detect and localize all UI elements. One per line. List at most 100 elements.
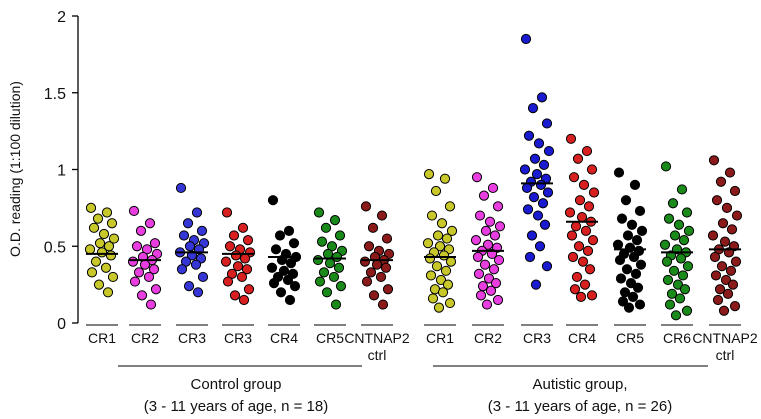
data-point [144,218,156,229]
data-point [175,182,187,194]
data-point [478,190,490,201]
category-label: CNTNAP2 [344,330,410,346]
y-tick-label: 2 [57,9,66,26]
category-label: CR5 [616,330,644,346]
data-point [582,245,594,256]
data-marks [84,33,743,321]
data-point [367,222,379,233]
data-point [94,238,106,249]
data-point [330,299,342,310]
data-point [527,103,539,114]
data-point [526,230,538,241]
data-point [220,256,232,267]
data-point [439,173,451,184]
category-label: CR3 [523,330,551,346]
data-point [474,210,486,221]
data-point [442,279,454,290]
data-point [628,251,640,263]
data-point [434,241,446,252]
category-label: CR6 [663,330,691,346]
data-point [312,254,324,266]
data-point [584,264,596,275]
data-point [328,271,340,283]
data-point [660,161,672,172]
data-point [616,213,628,224]
data-point [100,262,112,273]
data-point [230,250,242,261]
data-point [613,167,625,178]
data-point [721,202,733,213]
y-tick-label: 1 [57,163,66,180]
data-point [437,287,449,298]
data-point [485,285,497,296]
data-point [718,305,730,316]
data-point [681,305,693,316]
data-point [536,92,548,103]
data-point [365,267,377,278]
data-point [197,271,209,283]
data-point [314,276,326,287]
data-point [581,145,593,157]
data-point [238,294,250,306]
data-point [143,271,155,283]
data-point [133,267,145,278]
data-point [663,213,675,224]
category-label-line2: ctrl [716,347,735,363]
data-point [586,164,598,175]
data-point [716,261,728,272]
data-point [542,187,554,198]
data-point [101,207,113,218]
data-point [380,262,392,273]
data-point [381,233,393,244]
data-point [368,290,380,301]
data-point [539,219,551,230]
data-point [444,297,456,309]
data-point [268,277,280,289]
data-point [382,284,394,295]
data-point [576,211,588,223]
data-point [480,225,492,236]
data-point [572,153,584,164]
data-point [274,230,286,241]
data-point [493,254,505,266]
data-point [727,279,739,290]
data-point [586,290,598,301]
y-axis-label: O.D. reading (1:100 dilution) [7,81,23,257]
data-point [178,230,190,241]
data-point [139,259,151,270]
data-point [108,233,120,244]
data-point [426,210,438,221]
data-point [674,293,686,304]
data-point [278,265,290,276]
data-point [715,176,727,187]
data-point [564,207,576,218]
data-point [711,195,723,206]
data-point [620,195,632,206]
data-point [232,261,244,272]
data-point [473,268,485,279]
data-point [243,284,255,295]
data-point [84,244,96,255]
data-point [472,251,484,263]
data-point [731,210,743,221]
data-point [236,271,248,283]
category-label: CNTNAP2 [692,330,758,346]
data-point [242,235,254,246]
data-point [239,253,251,264]
data-point [135,225,147,236]
data-point [724,167,736,178]
data-point [714,284,726,295]
data-point [565,133,577,144]
data-point [481,299,493,310]
data-point [670,310,682,321]
data-point [92,213,104,224]
data-point [375,271,387,283]
data-point [634,205,646,217]
data-point [376,210,388,221]
data-point [432,230,444,241]
data-point [221,207,233,218]
data-point [530,279,542,290]
data-point [487,182,499,194]
data-point [538,159,550,170]
data-point [85,202,97,213]
